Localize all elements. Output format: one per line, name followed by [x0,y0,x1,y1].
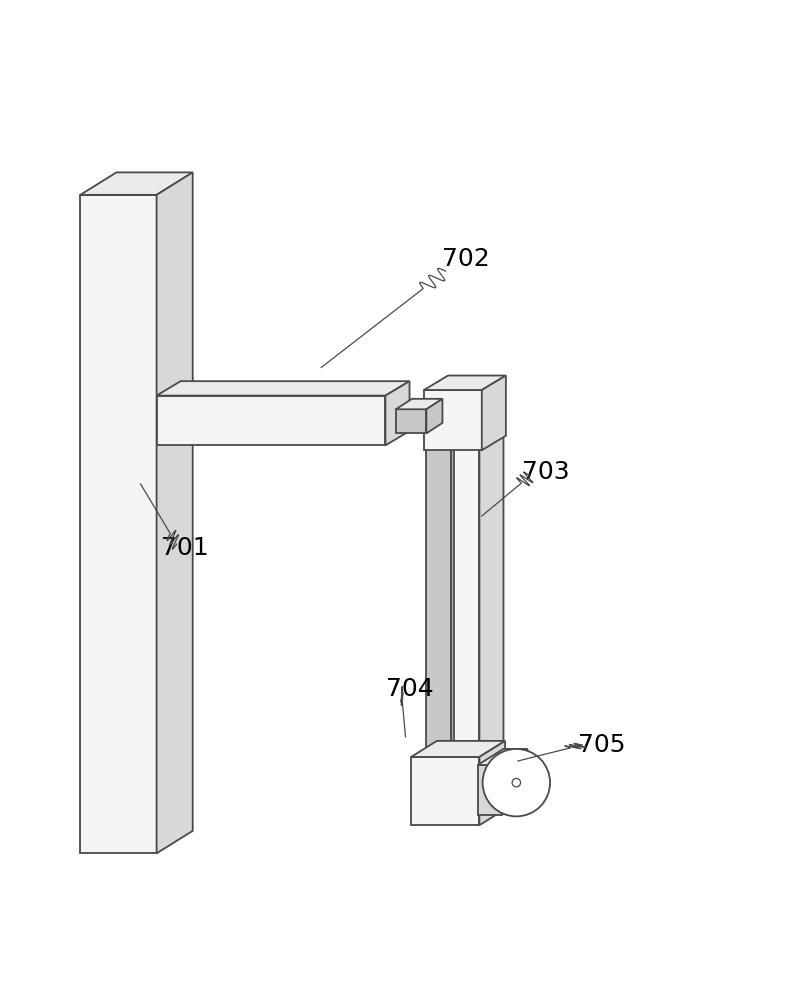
Polygon shape [425,396,451,761]
Ellipse shape [482,749,549,816]
Polygon shape [481,376,505,450]
Polygon shape [156,381,409,396]
Polygon shape [451,381,475,761]
Polygon shape [395,409,426,433]
Polygon shape [395,399,442,409]
Polygon shape [426,399,442,433]
Polygon shape [477,765,501,815]
Polygon shape [479,741,504,825]
Polygon shape [411,757,479,825]
Polygon shape [453,396,479,761]
Text: 701: 701 [160,536,209,560]
Polygon shape [156,396,385,445]
Text: 703: 703 [521,460,569,484]
Ellipse shape [512,778,520,787]
Polygon shape [501,749,527,815]
Polygon shape [453,381,503,396]
Text: 704: 704 [385,677,433,701]
Polygon shape [385,381,409,445]
Polygon shape [156,172,192,853]
Text: 702: 702 [441,247,489,271]
Polygon shape [411,741,504,757]
Polygon shape [80,195,156,853]
Polygon shape [80,172,192,195]
Polygon shape [479,381,503,761]
Polygon shape [425,381,475,396]
Polygon shape [423,376,505,390]
Text: 705: 705 [577,733,626,757]
Polygon shape [423,390,481,450]
Polygon shape [477,749,527,765]
